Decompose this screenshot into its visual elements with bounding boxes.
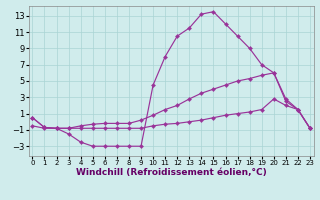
X-axis label: Windchill (Refroidissement éolien,°C): Windchill (Refroidissement éolien,°C) bbox=[76, 168, 267, 177]
